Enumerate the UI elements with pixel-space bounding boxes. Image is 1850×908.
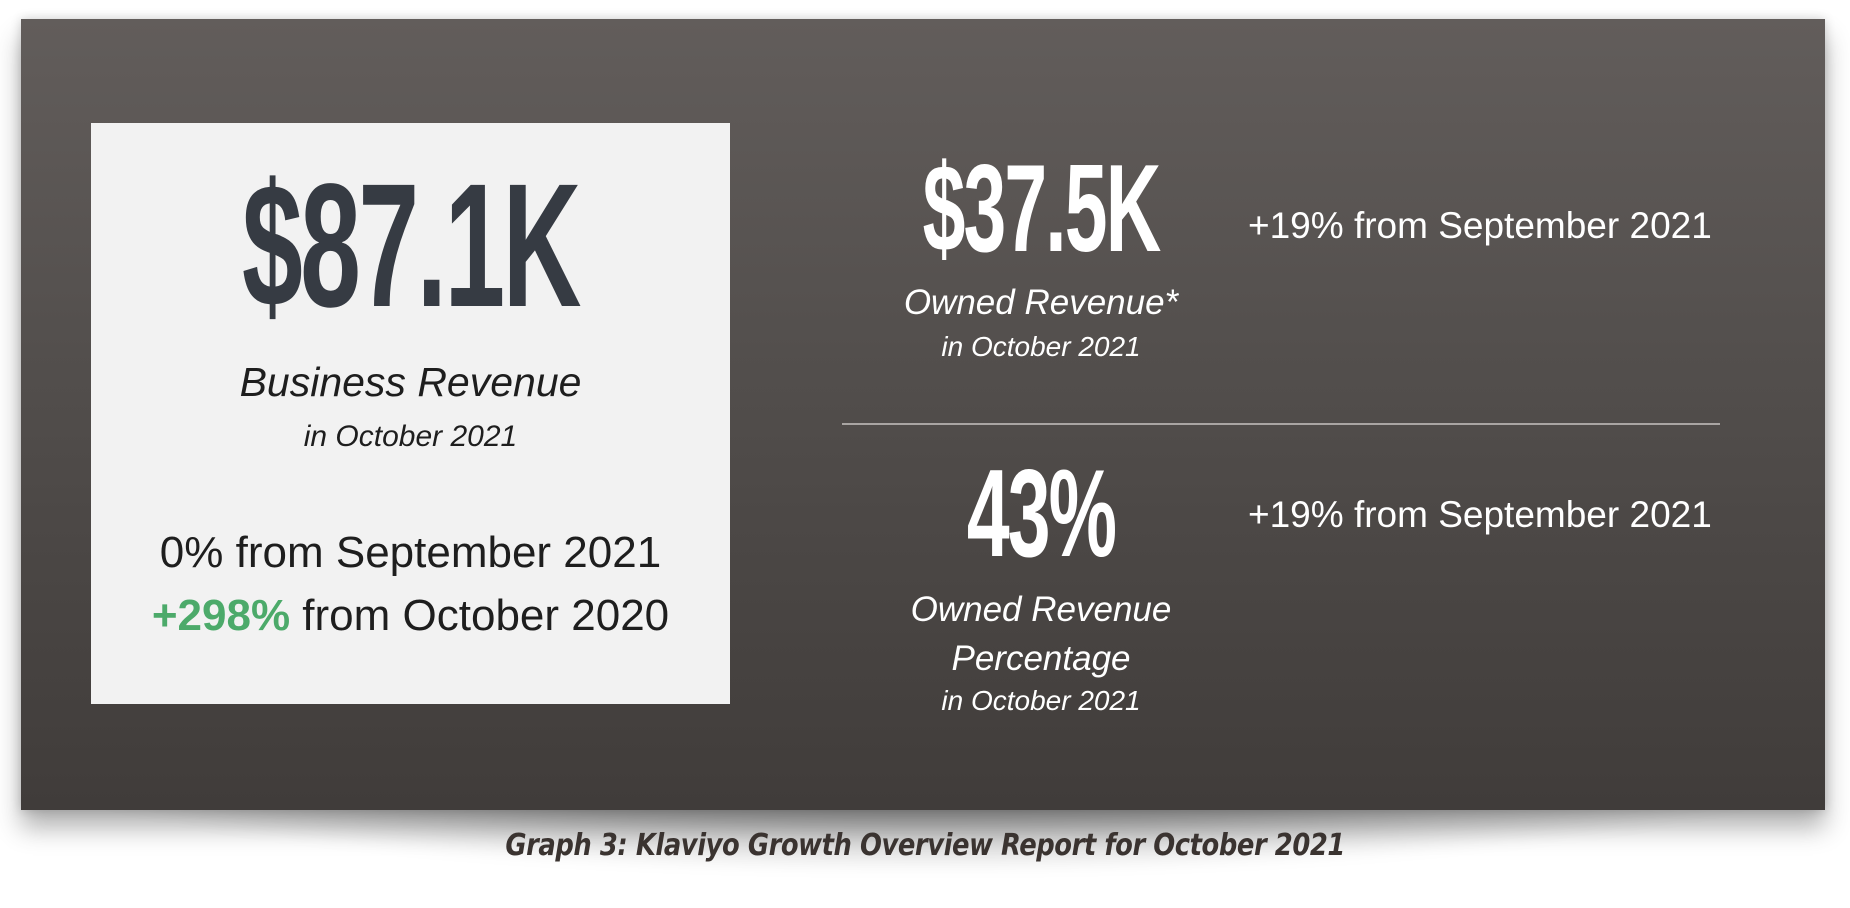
owned-revenue-value: $37.5K [922, 140, 1162, 278]
owned-revenue-percentage-value: 43% [966, 445, 1117, 583]
owned-revenue-label: Owned Revenue* [903, 283, 1179, 322]
owned-revenue-percentage-period: in October 2021 [941, 685, 1141, 716]
business-revenue-label: Business Revenue [239, 359, 582, 405]
owned-revenue-block: $37.5K Owned Revenue* in October 2021 [841, 147, 1241, 363]
year-change-text: from October 2020 [290, 591, 670, 640]
owned-revenue-change: +19% from September 2021 [1248, 205, 1712, 246]
owned-revenue-percentage-change: +19% from September 2021 [1248, 494, 1712, 535]
owned-revenue-percentage-label-line2: Percentage [951, 639, 1131, 678]
business-revenue-value: $87.1K [242, 148, 581, 344]
figure-caption-text: Graph 3: Klaviyo Growth Overview Report … [505, 828, 1345, 863]
owned-revenue-period: in October 2021 [941, 331, 1141, 362]
business-revenue-year-change: +298% from October 2020 [91, 591, 730, 641]
owned-revenue-percentage-label-line1: Owned Revenue [910, 590, 1172, 629]
business-revenue-month-change: 0% from September 2021 [159, 528, 662, 577]
business-revenue-card: $87.1K Business Revenue in October 2021 … [91, 123, 730, 704]
owned-revenue-percentage-block: 43% Owned Revenue Percentage in October … [841, 452, 1241, 717]
figure-caption: Graph 3: Klaviyo Growth Overview Report … [0, 828, 1850, 863]
section-divider [842, 423, 1720, 425]
year-change-percent: +298% [151, 591, 291, 640]
business-revenue-period: in October 2021 [303, 420, 518, 453]
growth-overview-panel: $87.1K Business Revenue in October 2021 … [21, 19, 1825, 810]
